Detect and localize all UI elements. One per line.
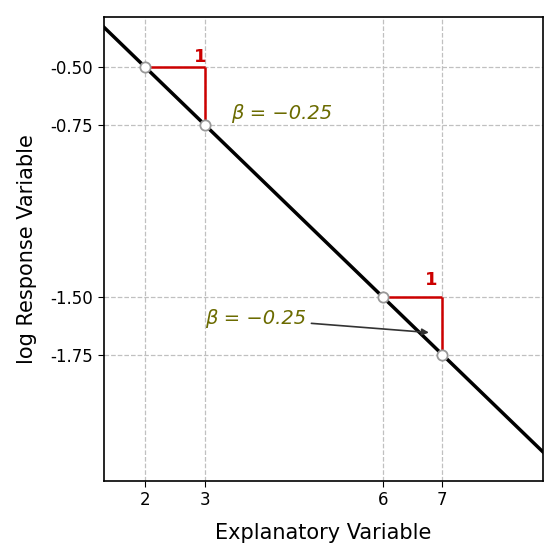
Point <box>141 63 150 72</box>
Point <box>379 293 388 302</box>
Text: β = −0.25: β = −0.25 <box>205 310 427 335</box>
Text: β = −0.25: β = −0.25 <box>231 104 333 123</box>
Text: 1: 1 <box>426 271 438 289</box>
X-axis label: Explanatory Variable: Explanatory Variable <box>216 524 432 543</box>
Point <box>438 350 447 359</box>
Point <box>200 120 209 129</box>
Y-axis label: log Response Variable: log Response Variable <box>17 134 36 364</box>
Text: 1: 1 <box>194 48 206 66</box>
